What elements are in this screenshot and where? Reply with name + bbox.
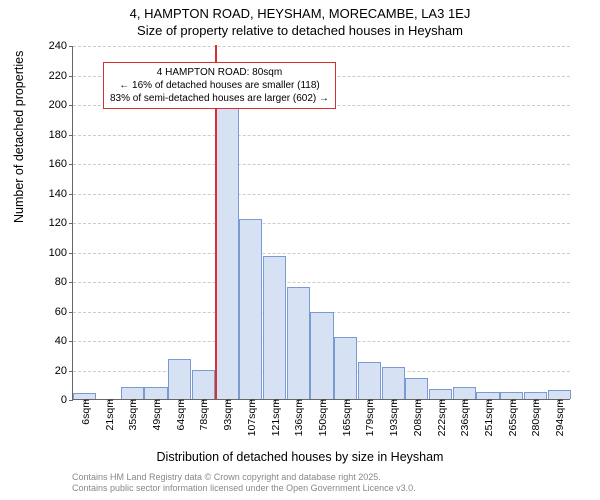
grid-line [73, 46, 570, 47]
ytick-label: 0 [37, 394, 73, 406]
histogram-bar [548, 390, 571, 399]
histogram-bar [168, 359, 191, 399]
annotation-line-1: ← 16% of detached houses are smaller (11… [110, 79, 329, 92]
xtick-label: 136sqm [291, 399, 305, 436]
grid-line [73, 282, 570, 283]
xtick-label: 179sqm [362, 399, 376, 436]
histogram-bar [263, 256, 286, 399]
xtick-label: 93sqm [220, 399, 234, 431]
xtick-label: 193sqm [386, 399, 400, 436]
footer-line2: Contains public sector information licen… [72, 483, 416, 494]
xtick-label: 121sqm [268, 399, 282, 436]
histogram-bar [524, 392, 547, 399]
xtick-label: 78sqm [196, 399, 210, 431]
chart-area: 0204060801001201401601802002202406sqm21s… [72, 46, 570, 400]
x-axis-label: Distribution of detached houses by size … [0, 450, 600, 464]
histogram-bar [405, 378, 428, 399]
grid-line [73, 223, 570, 224]
xtick-label: 294sqm [552, 399, 566, 436]
ytick-label: 140 [37, 188, 73, 200]
footer-attribution: Contains HM Land Registry data © Crown c… [72, 472, 416, 495]
xtick-label: 64sqm [173, 399, 187, 431]
ytick-label: 240 [37, 40, 73, 52]
xtick-label: 35sqm [125, 399, 139, 431]
histogram-bar [476, 392, 499, 399]
histogram-bar [382, 367, 405, 399]
histogram-bar [358, 362, 381, 399]
histogram-bar [192, 370, 215, 400]
histogram-bar [73, 393, 96, 399]
ytick-label: 100 [37, 247, 73, 259]
plot-region: 0204060801001201401601802002202406sqm21s… [72, 46, 570, 400]
ytick-label: 40 [37, 335, 73, 347]
xtick-label: 6sqm [78, 399, 92, 425]
chart-title-line1: 4, HAMPTON ROAD, HEYSHAM, MORECAMBE, LA3… [0, 6, 600, 21]
ytick-label: 160 [37, 158, 73, 170]
xtick-label: 150sqm [315, 399, 329, 436]
annotation-line-2: 83% of semi-detached houses are larger (… [110, 92, 329, 105]
xtick-label: 265sqm [505, 399, 519, 436]
grid-line [73, 164, 570, 165]
xtick-label: 21sqm [102, 399, 116, 431]
xtick-label: 236sqm [457, 399, 471, 436]
histogram-bar [144, 387, 167, 399]
y-axis-label: Number of detached properties [12, 51, 26, 223]
xtick-label: 107sqm [244, 399, 258, 436]
xtick-label: 251sqm [481, 399, 495, 436]
annotation-box: 4 HAMPTON ROAD: 80sqm← 16% of detached h… [103, 62, 336, 109]
xtick-label: 280sqm [528, 399, 542, 436]
histogram-bar [500, 392, 523, 399]
ytick-label: 80 [37, 276, 73, 288]
chart-title-block: 4, HAMPTON ROAD, HEYSHAM, MORECAMBE, LA3… [0, 0, 600, 38]
grid-line [73, 253, 570, 254]
xtick-label: 208sqm [410, 399, 424, 436]
histogram-bar [429, 389, 452, 399]
ytick-label: 200 [37, 99, 73, 111]
ytick-label: 20 [37, 365, 73, 377]
ytick-label: 180 [37, 129, 73, 141]
histogram-bar [287, 287, 310, 399]
grid-line [73, 194, 570, 195]
xtick-label: 165sqm [339, 399, 353, 436]
histogram-bar [121, 387, 144, 399]
xtick-label: 222sqm [434, 399, 448, 436]
histogram-bar [453, 387, 476, 399]
histogram-bar [334, 337, 357, 399]
ytick-label: 60 [37, 306, 73, 318]
ytick-label: 220 [37, 70, 73, 82]
grid-line [73, 135, 570, 136]
annotation-line-0: 4 HAMPTON ROAD: 80sqm [110, 66, 329, 79]
ytick-label: 120 [37, 217, 73, 229]
chart-title-line2: Size of property relative to detached ho… [0, 23, 600, 38]
xtick-label: 49sqm [149, 399, 163, 431]
histogram-bar [239, 219, 262, 399]
histogram-bar [216, 107, 239, 399]
footer-line1: Contains HM Land Registry data © Crown c… [72, 472, 416, 483]
histogram-bar [310, 312, 333, 399]
